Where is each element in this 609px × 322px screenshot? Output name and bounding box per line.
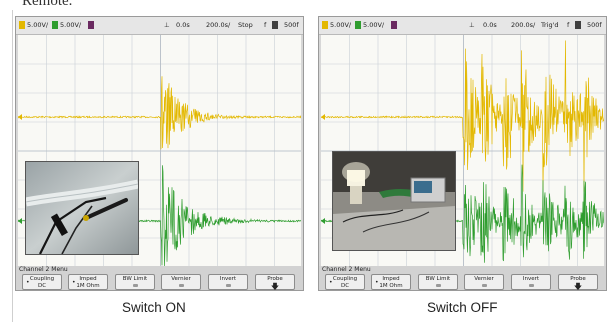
timebase[interactable]: 200.0s/ <box>511 21 536 29</box>
trigger-edge-icon: f <box>567 21 570 29</box>
memory-depth: 500f <box>587 21 602 29</box>
memory-depth: 500f <box>284 21 299 29</box>
trigger-position-marker: ⊥ <box>164 21 170 29</box>
status-bar: 5.00V/ 5.00V/ ⊥ 0.0s 200.0s/ Stop f 500f <box>16 17 303 35</box>
menu-title: Channel 2 Menu <box>322 266 371 273</box>
toggle-box-icon <box>435 283 441 287</box>
status-bar: 5.00V/ 5.00V/ ⊥ 0.0s 200.0s/ Trig'd f 50… <box>319 17 606 35</box>
photo-probe-on-cable <box>25 161 139 255</box>
run-state: Stop <box>238 21 253 29</box>
waveform-display[interactable] <box>18 35 301 267</box>
scope-panel-switch-on: 5.00V/ 5.00V/ ⊥ 0.0s 200.0s/ Stop f 500f <box>15 16 304 291</box>
lab-photo-illustration <box>333 152 455 250</box>
ch3-indicator[interactable] <box>391 21 399 29</box>
bullet-icon: • <box>329 279 333 286</box>
waveform-svg <box>18 35 301 267</box>
ch1-chip-icon <box>322 21 328 29</box>
invert-softkey[interactable]: Invert <box>208 274 248 290</box>
bw-limit-softkey[interactable]: BW Limit <box>115 274 155 290</box>
ch1-chip-icon <box>19 21 25 29</box>
coupling-softkey[interactable]: • Coupling DC <box>325 274 365 290</box>
channel-menu: Channel 2 Menu • Coupling DC • Imped 1M Ohm … <box>16 266 303 290</box>
invert-softkey[interactable]: Invert <box>511 274 551 290</box>
ch2-scale[interactable]: 5.00V/ <box>52 21 81 29</box>
imped-softkey[interactable]: • Imped 1M Ohm <box>68 274 108 290</box>
ch2-chip-icon <box>355 21 361 29</box>
ch3-indicator[interactable] <box>88 21 96 29</box>
channel-chip-icon <box>391 21 397 29</box>
trigger-edge-icon: f <box>264 21 267 29</box>
time-offset[interactable]: 0.0s <box>483 21 497 29</box>
menu-title: Channel 2 Menu <box>19 266 68 273</box>
time-offset[interactable]: 0.0s <box>176 21 190 29</box>
toggle-box-icon <box>225 283 231 287</box>
run-state: Trig'd <box>541 21 559 29</box>
ch1-ground-marker-icon <box>321 114 325 120</box>
ch2-ground-marker-icon <box>321 218 325 224</box>
arrow-down-icon: 🡇 <box>573 281 583 291</box>
trigger-chip-icon <box>272 21 278 29</box>
top-cropped-text: Remote. <box>0 0 609 16</box>
bullet-icon: • <box>72 279 76 286</box>
toggle-box-icon <box>481 283 487 287</box>
probe-softkey[interactable]: Probe 🡇 <box>255 274 295 290</box>
divider <box>12 10 13 322</box>
trigger-position-marker: ⊥ <box>469 21 475 29</box>
caption-switch-off: Switch OFF <box>427 300 498 315</box>
caption-switch-on: Switch ON <box>122 300 186 315</box>
ch1-trace <box>321 40 604 192</box>
top-text: Remote. <box>22 0 73 9</box>
trigger-chip-icon <box>575 21 581 29</box>
waveform-display[interactable] <box>321 35 604 267</box>
ch1-trace <box>18 76 301 150</box>
channel-menu: Channel 2 Menu • Coupling DC • Imped 1M Ohm … <box>319 266 606 290</box>
bullet-icon: • <box>26 279 30 286</box>
probe-photo-illustration <box>26 162 138 254</box>
ch1-scale[interactable]: 5.00V/ <box>19 21 48 29</box>
probe-softkey[interactable]: Probe 🡇 <box>558 274 598 290</box>
photo-lab-setup <box>332 151 456 251</box>
arrow-down-icon: 🡇 <box>270 281 280 291</box>
toggle-box-icon <box>178 283 184 287</box>
timebase[interactable]: 200.0s/ <box>206 21 231 29</box>
bw-limit-softkey[interactable]: BW Limit <box>418 274 458 290</box>
ch2-chip-icon <box>52 21 58 29</box>
ch1-ground-marker-icon <box>18 114 22 120</box>
vernier-softkey[interactable]: Vernier <box>464 274 504 290</box>
toggle-box-icon <box>528 283 534 287</box>
scope-panel-switch-off: 5.00V/ 5.00V/ ⊥ 0.0s 200.0s/ Trig'd f 50… <box>318 16 607 291</box>
channel-chip-icon <box>88 21 94 29</box>
ch2-scale[interactable]: 5.00V/ <box>355 21 384 29</box>
trigger-source-chip <box>575 21 583 29</box>
trigger-source-chip <box>272 21 280 29</box>
toggle-box-icon <box>132 283 138 287</box>
bullet-icon: • <box>375 279 379 286</box>
coupling-softkey[interactable]: • Coupling DC <box>22 274 62 290</box>
imped-softkey[interactable]: • Imped 1M Ohm <box>371 274 411 290</box>
vernier-softkey[interactable]: Vernier <box>161 274 201 290</box>
ch2-ground-marker-icon <box>18 218 22 224</box>
ch1-scale[interactable]: 5.00V/ <box>322 21 351 29</box>
